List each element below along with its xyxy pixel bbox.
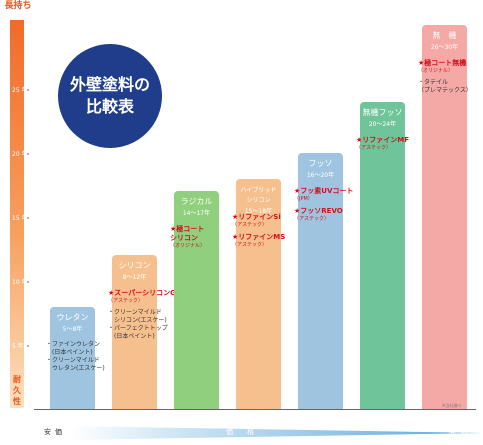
title-badge: 外壁塗料の 比較表 <box>58 44 162 148</box>
product-label: (日本ペイント) <box>108 333 155 341</box>
recommended-product: ★スーパーシリコンGH <box>108 289 182 298</box>
bar-category-label: 無機フッソ <box>362 107 403 117</box>
product-label: ・タテイル <box>418 79 449 86</box>
product-label: （オリジナル） <box>418 68 454 74</box>
bar-range-label: 26〜30年 <box>430 44 459 51</box>
chart-bar: ハイブリッド シリコン 15〜18年 <box>236 178 281 409</box>
bar-category-label: フッソ <box>308 159 333 168</box>
price-gradient-arrow <box>70 426 482 440</box>
product-label: （アステック） <box>232 221 268 228</box>
recommended-product: シリコン <box>170 234 198 243</box>
recommended-product: ★極コート無機 <box>418 59 467 67</box>
yaxis-tick-label: 5 年 <box>12 343 24 350</box>
chart-bar: 無 機 26〜30年 <box>422 25 467 409</box>
bar-category-label: ラジカル <box>180 197 213 207</box>
product-label: （プレマテックス） <box>418 87 472 94</box>
xaxis-low-label: 安価 <box>44 428 66 436</box>
xaxis-mid-label: 価格 <box>226 428 268 436</box>
bar-range-label: 15〜18年 <box>244 207 273 215</box>
title-line-1: 外壁塗料の <box>69 75 150 94</box>
bar-range-label: 20〜24年 <box>368 120 397 128</box>
chart-bar: ラジカル 14〜17年 <box>174 191 219 409</box>
yaxis-tick-mark <box>27 153 29 155</box>
bar-category-label: ハイブリッド シリコン <box>240 186 277 204</box>
source-note: ※当社調べ <box>442 403 462 408</box>
yaxis-tick-mark <box>27 281 29 283</box>
bar-category-label: 無 機 <box>432 31 457 40</box>
yaxis-gradient-bar <box>10 20 24 408</box>
product-label: （アステック） <box>294 216 330 222</box>
bar-range-label: 14〜17年 <box>182 210 211 218</box>
recommended-product: ★リファインMF <box>356 135 410 144</box>
chart-bar: フッソ 16〜20年 <box>298 153 343 409</box>
product-label: ウレタン(エスケー) <box>46 364 105 372</box>
product-label: （アステック） <box>108 298 144 305</box>
bar-category-label: シリコン <box>118 261 151 271</box>
product-label: ・クリーンマイルド <box>46 356 100 364</box>
yaxis-top-label: 長持ち <box>4 1 32 11</box>
yaxis-tick-mark <box>27 217 29 219</box>
bar-range-label: 16〜20年 <box>306 172 335 179</box>
product-label: ・パーフェクトトップ <box>108 325 168 333</box>
chart-bar: 無機フッソ 20〜24年 <box>360 101 405 409</box>
yaxis-tick-mark <box>27 89 29 91</box>
title-line-2: 比較表 <box>85 97 134 116</box>
chart-baseline <box>34 409 476 410</box>
recommended-product: ★リファインMS <box>232 232 286 241</box>
recommended-product: ★極コート <box>170 225 205 234</box>
product-label: ・ファインウレタン <box>46 340 101 348</box>
product-label: （オリジナル） <box>170 243 206 250</box>
yaxis-bottom-label: 耐久性 <box>13 375 21 406</box>
chart-bar: シリコン 8〜12年 <box>112 255 157 409</box>
product-label: （アステック） <box>232 241 268 248</box>
bar-range-label: 5〜8年 <box>62 325 83 333</box>
yaxis-tick-label: 15 年 <box>12 215 28 222</box>
product-label: シリコン(エスケー) <box>108 317 167 325</box>
xaxis-high-label: 高価 <box>449 428 471 436</box>
yaxis-tick-label: 20 年 <box>12 151 28 158</box>
bar-category-label: ウレタン <box>56 312 89 322</box>
recommended-product: ★フッ素UVコート <box>294 187 354 195</box>
product-label: （JPM） <box>294 196 313 202</box>
recommended-product: ★リファインSi <box>232 212 281 221</box>
yaxis-tick-label: 10 年 <box>12 279 28 286</box>
yaxis-tick-mark <box>27 345 29 347</box>
product-label: (日本ペイント) <box>46 348 93 356</box>
recommended-product: ★フッソREVO <box>294 207 343 215</box>
product-label: （アステック） <box>356 144 392 151</box>
chart-bar: ウレタン 5〜8年 <box>50 306 95 409</box>
yaxis-tick-label: 25 年 <box>12 87 28 94</box>
product-label: ・クリーンマイルド <box>108 309 162 317</box>
bar-range-label: 8〜12年 <box>122 274 147 282</box>
